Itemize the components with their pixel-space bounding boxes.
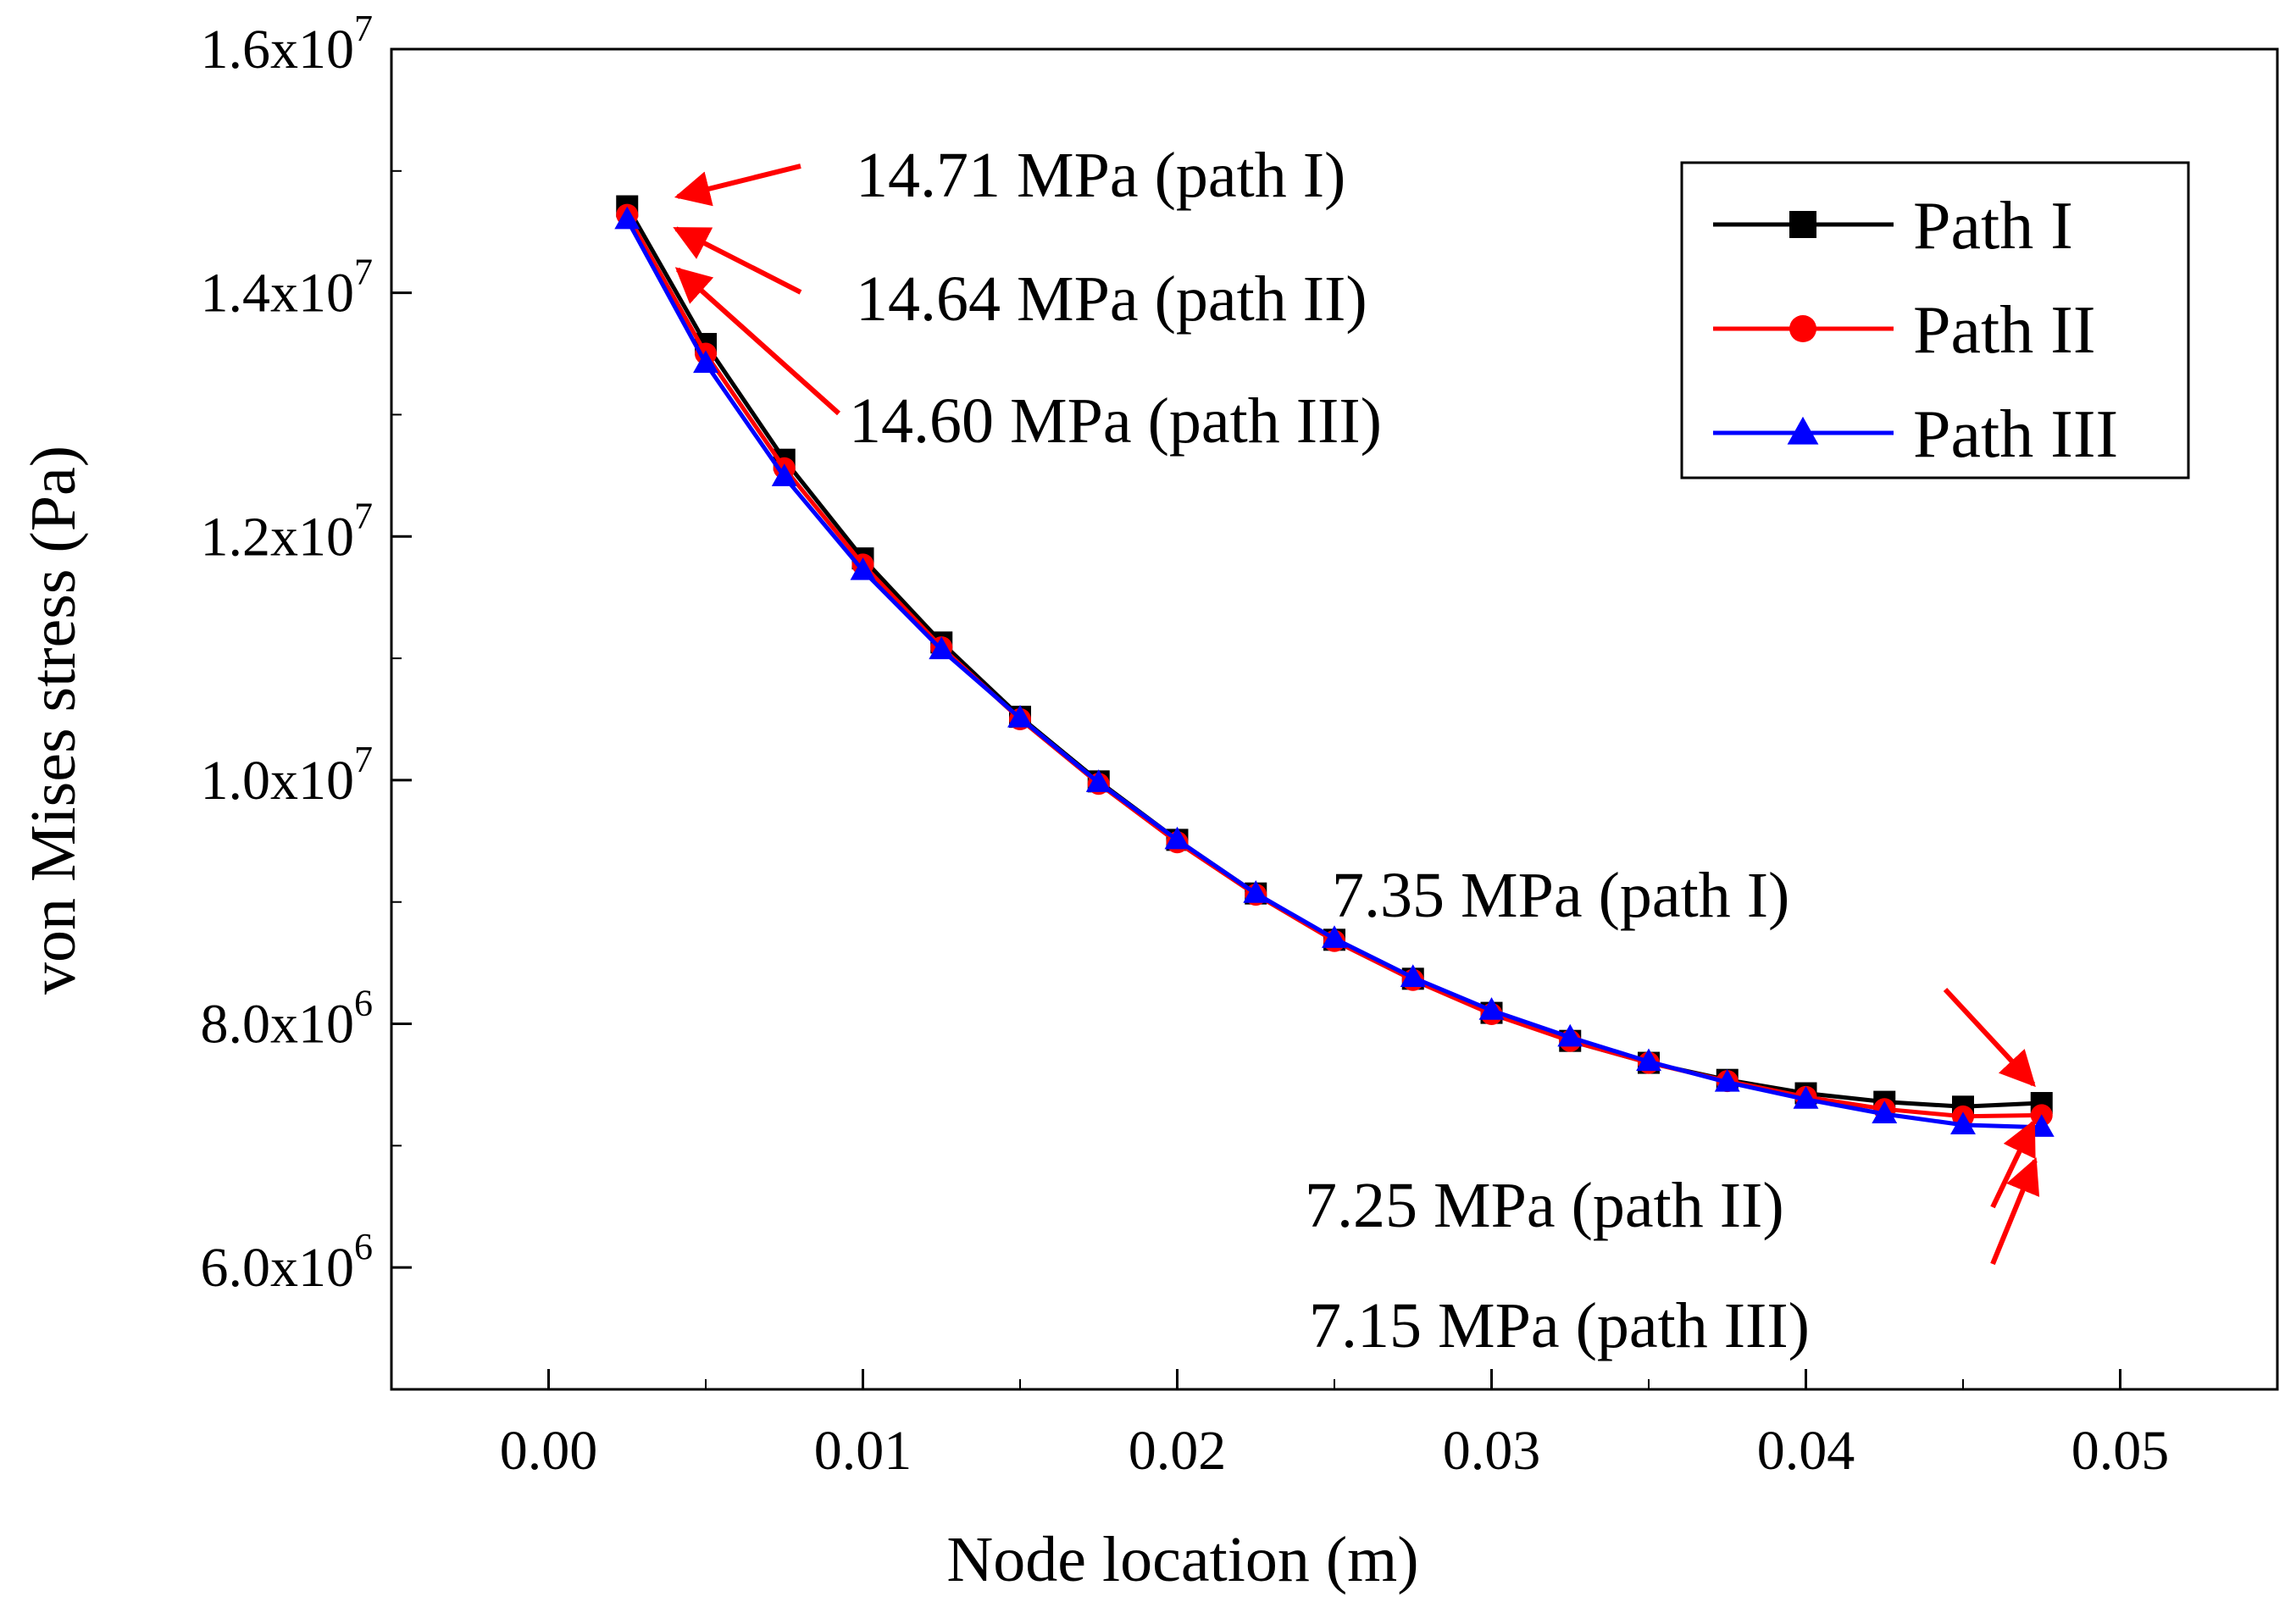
y-axis: 6.0x106 8.0x106 1.0x107 1.2x107 1.4x107 1.6x1… <box>201 8 412 1390</box>
data-point <box>1007 704 1033 728</box>
annotation-arrow <box>674 164 801 207</box>
legend-item: Path III <box>1713 397 2118 472</box>
data-point <box>1322 925 1347 948</box>
annotation-label: 7.25 MPa (path II) <box>1305 1170 1784 1241</box>
y-tick-label: 1.4x107 <box>201 252 374 324</box>
annotation-arrow <box>1990 1157 2040 1266</box>
legend-item: Path II <box>1713 293 2096 368</box>
data-point <box>1243 880 1269 903</box>
x-tick-label: 0.00 <box>500 1420 598 1482</box>
legend-label: Path III <box>1913 397 2118 472</box>
legend-marker <box>1789 315 1816 342</box>
annotation-arrow <box>674 267 841 416</box>
data-point <box>1085 769 1112 792</box>
data-point <box>1636 1048 1661 1072</box>
annotation-label: 14.60 MPa (path III) <box>849 385 1382 457</box>
y-tick-label: 1.0x107 <box>201 739 374 812</box>
data-point <box>1950 1111 1976 1134</box>
legend-marker <box>1789 211 1816 238</box>
data-point <box>1714 1068 1740 1092</box>
data-point <box>1557 1023 1583 1047</box>
annotation-layer: 14.71 MPa (path I) 14.64 MPa (path II) 14.… <box>673 140 2040 1361</box>
y-tick-label: 1.6x107 <box>201 8 374 80</box>
legend-item: Path I <box>1713 189 2073 263</box>
y-axis-title: von Mises stress (Pa) <box>18 446 89 995</box>
legend-box <box>1680 161 2190 479</box>
x-axis: 0.00 0.01 0.02 0.03 0.04 0.05 <box>391 1369 2278 1482</box>
data-point <box>693 350 718 374</box>
data-point <box>1872 1100 1898 1124</box>
annotation-arrow <box>673 226 802 295</box>
annotation-label: 7.35 MPa (path I) <box>1332 860 1789 931</box>
x-tick-label: 0.01 <box>814 1420 912 1482</box>
y-tick-label: 6.0x106 <box>201 1226 374 1299</box>
annotation-label: 14.64 MPa (path II) <box>856 263 1367 335</box>
annotation-label: 7.15 MPa (path III) <box>1309 1290 1810 1361</box>
legend-label: Path I <box>1913 189 2073 263</box>
data-point <box>1478 997 1505 1020</box>
y-tick-label: 1.2x107 <box>201 495 374 568</box>
data-point <box>771 463 797 486</box>
data-point <box>1400 964 1426 987</box>
x-tick-label: 0.05 <box>2071 1420 2170 1482</box>
x-tick-label: 0.02 <box>1129 1420 1227 1482</box>
data-point <box>1793 1086 1819 1109</box>
legend-marker <box>1787 416 1819 445</box>
data-point <box>614 206 641 230</box>
annotation-arrow <box>1990 1119 2036 1209</box>
annotation-arrow <box>1943 987 2036 1088</box>
y-tick-label: 8.0x106 <box>201 983 374 1056</box>
x-tick-label: 0.03 <box>1443 1420 1541 1482</box>
x-tick-label: 0.04 <box>1757 1420 1855 1482</box>
x-axis-title: Node location (m) <box>946 1524 1418 1595</box>
legend-label: Path II <box>1913 293 2096 368</box>
data-point <box>929 636 955 660</box>
annotation-label: 14.71 MPa (path I) <box>856 140 1345 211</box>
legend: Path I Path II Path III <box>1680 161 2190 479</box>
data-point <box>850 557 876 580</box>
data-point <box>1164 826 1190 850</box>
